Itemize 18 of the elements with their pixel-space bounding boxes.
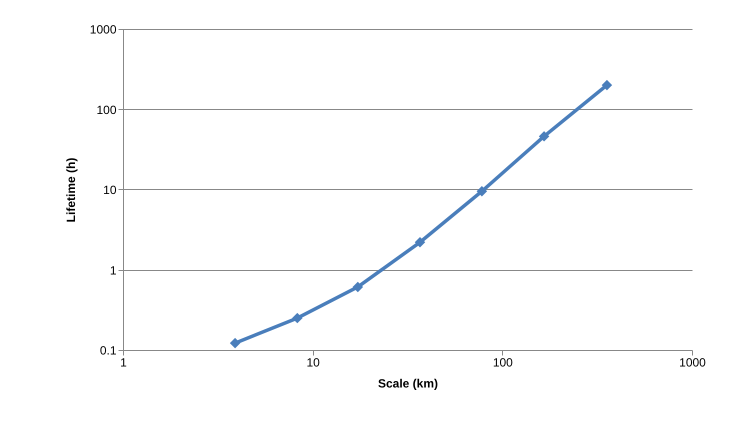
point xyxy=(414,237,426,248)
x-tick-label: 1000 xyxy=(679,356,706,370)
point xyxy=(292,312,303,324)
x-tick-label: 1 xyxy=(120,356,128,370)
point xyxy=(352,282,364,292)
point xyxy=(476,186,488,197)
y-tick-label: 10 xyxy=(103,183,117,197)
y-tick-label: 0.1 xyxy=(100,344,117,358)
point xyxy=(538,131,550,142)
x-axis-title: Scale (km) xyxy=(378,376,438,390)
y-tick-label: 1 xyxy=(110,263,117,278)
point xyxy=(602,80,612,90)
x-tick-label: 10 xyxy=(306,356,320,370)
point xyxy=(230,338,240,348)
y-tick-label: 1000 xyxy=(90,22,117,36)
y-axis-title: Lifetime (h) xyxy=(64,158,78,222)
y-tick-label: 100 xyxy=(96,102,117,117)
x-tick-label: 100 xyxy=(492,356,514,370)
